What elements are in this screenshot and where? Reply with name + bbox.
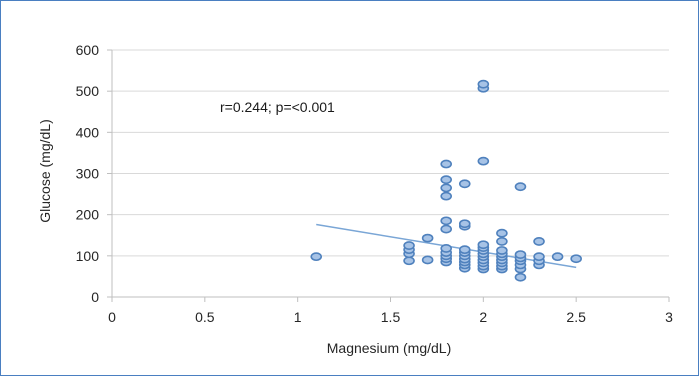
y-axis-title: Glucose (mg/dL)	[37, 119, 53, 222]
data-point	[440, 191, 453, 201]
data-point	[533, 252, 545, 262]
data-point	[533, 237, 545, 246]
y-tick-label: 600	[76, 42, 100, 58]
data-points	[310, 79, 582, 282]
y-tick-label: 0	[91, 289, 99, 305]
data-point	[421, 233, 434, 243]
data-point	[477, 156, 490, 166]
y-tick-labels: 0 100 200 300 400 500 600	[76, 42, 112, 305]
data-point	[421, 255, 434, 265]
y-tick-label: 200	[76, 207, 100, 223]
y-tick-label: 100	[76, 248, 100, 264]
data-point	[514, 250, 527, 259]
data-point	[440, 216, 453, 226]
data-point	[440, 175, 453, 185]
correlation-annotation: r=0.244; p=<0.001	[220, 99, 335, 115]
data-point	[458, 179, 471, 189]
data-point	[496, 246, 508, 255]
x-tick-labels: 0 0.5 1 1.5 2 2.5 3	[108, 297, 673, 325]
x-tick-label: 1.5	[381, 309, 401, 325]
x-tick-label: 2	[479, 309, 487, 325]
y-tick-label: 400	[76, 124, 100, 140]
data-point	[514, 182, 527, 192]
data-point	[477, 240, 490, 250]
data-point	[514, 272, 527, 282]
data-point	[458, 245, 471, 255]
grid-lines	[112, 49, 669, 257]
data-point	[310, 252, 323, 262]
data-point	[496, 237, 508, 246]
data-point	[440, 244, 453, 253]
y-tick-label: 500	[76, 83, 100, 99]
data-point	[440, 224, 453, 234]
x-tick-label: 1	[294, 309, 302, 325]
data-point	[403, 241, 415, 250]
x-axis-title: Magnesium (mg/dL)	[327, 340, 452, 356]
x-tick-label: 0	[108, 309, 116, 325]
x-tick-label: 3	[665, 309, 673, 325]
data-point	[458, 219, 471, 229]
data-point	[403, 256, 415, 266]
y-tick-label: 300	[76, 166, 100, 182]
data-point	[477, 79, 490, 89]
data-point	[496, 228, 508, 238]
data-point	[440, 183, 453, 193]
x-tick-label: 2.5	[566, 309, 586, 325]
data-point	[551, 252, 564, 262]
x-tick-label: 0.5	[195, 309, 215, 325]
data-point	[440, 159, 453, 169]
data-point	[570, 254, 582, 264]
